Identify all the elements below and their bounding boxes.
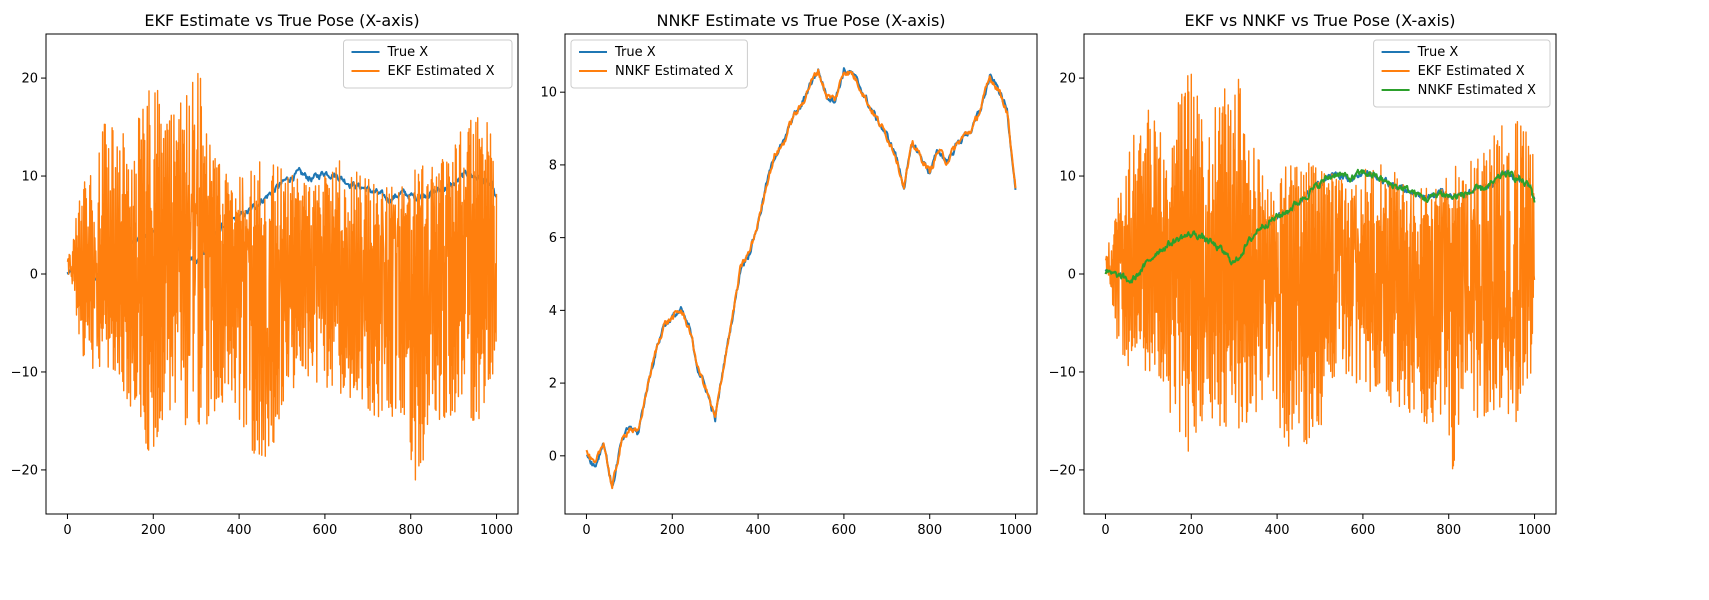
x-tick-label: 200 xyxy=(141,523,166,538)
legend-box xyxy=(343,39,513,89)
legend: True X EKF Estimated X xyxy=(343,39,513,89)
plot-area xyxy=(585,67,1017,490)
x-tick-label: 1000 xyxy=(999,523,1032,538)
legend: True X NNKF Estimated X xyxy=(570,39,748,89)
legend-box xyxy=(1373,39,1551,108)
x-tick-label: 600 xyxy=(1350,523,1375,538)
plot-area xyxy=(66,72,498,481)
x-tick-label: 200 xyxy=(1179,523,1204,538)
x-tick-label: 400 xyxy=(746,523,771,538)
x-tick-label: 200 xyxy=(660,523,685,538)
x-tick-label: 600 xyxy=(831,523,856,538)
x-tick-label: 1000 xyxy=(1518,523,1551,538)
legend-entry: EKF Estimated X xyxy=(388,64,495,79)
x-tick-label: 800 xyxy=(398,523,423,538)
legend-entry: EKF Estimated X xyxy=(1418,64,1525,79)
chart-panel-3: EKF vs NNKF vs True Pose (X-axis)0 200 400… xyxy=(1049,11,1557,538)
legend: True X EKF Estimated X NNKF Estimated X xyxy=(1373,39,1551,108)
x-tick-label: 800 xyxy=(917,523,942,538)
x-tick-label: 0 xyxy=(63,523,71,538)
y-tick-label: 10 xyxy=(1059,170,1076,185)
y-tick-label: 10 xyxy=(540,86,557,101)
y-tick-label: 0 xyxy=(30,268,38,283)
legend-entry: NNKF Estimated X xyxy=(615,64,733,79)
x-tick-label: 800 xyxy=(1436,523,1461,538)
series-line-ekf-estimated-x xyxy=(66,72,498,481)
y-tick-label: 10 xyxy=(21,170,38,185)
x-tick-label: 400 xyxy=(1265,523,1290,538)
y-tick-label: 2 xyxy=(549,377,557,392)
legend-entry: NNKF Estimated X xyxy=(1418,83,1536,98)
chart-title: EKF Estimate vs True Pose (X-axis) xyxy=(144,11,419,30)
series-line-nnkf-estimated-x xyxy=(585,68,1017,490)
y-tick-label: 20 xyxy=(1059,72,1076,87)
axes-frame xyxy=(564,33,1038,515)
legend-entry: True X xyxy=(387,45,429,60)
series-line-ekf-estimated-x xyxy=(1104,73,1536,470)
y-tick-label: 4 xyxy=(549,304,557,319)
series-line-nnkf-estimated-x xyxy=(1104,168,1536,284)
series-line-true-x xyxy=(586,67,1017,487)
x-tick-label: 1000 xyxy=(480,523,513,538)
y-tick-label: −10 xyxy=(11,365,38,380)
plot-area xyxy=(1104,73,1536,470)
y-tick-label: 20 xyxy=(21,72,38,87)
y-tick-label: 6 xyxy=(549,231,557,246)
legend-entry: True X xyxy=(1417,45,1459,60)
chart-panel-1: EKF Estimate vs True Pose (X-axis)0 200 40… xyxy=(11,11,519,538)
x-tick-label: 400 xyxy=(227,523,252,538)
chart-title: NNKF Estimate vs True Pose (X-axis) xyxy=(656,11,945,30)
legend-entry: True X xyxy=(614,45,656,60)
y-tick-label: −20 xyxy=(11,463,38,478)
y-tick-label: 0 xyxy=(549,449,557,464)
legend-box xyxy=(570,39,748,89)
y-tick-label: 0 xyxy=(1068,268,1076,283)
x-tick-label: 600 xyxy=(312,523,337,538)
x-tick-label: 0 xyxy=(582,523,590,538)
y-tick-label: −20 xyxy=(1049,463,1076,478)
chart-panel-2: NNKF Estimate vs True Pose (X-axis) 0 200 4… xyxy=(540,11,1038,538)
chart-title: EKF vs NNKF vs True Pose (X-axis) xyxy=(1184,11,1455,30)
y-tick-label: −10 xyxy=(1049,365,1076,380)
x-tick-label: 0 xyxy=(1101,523,1109,538)
y-tick-label: 8 xyxy=(549,158,557,173)
